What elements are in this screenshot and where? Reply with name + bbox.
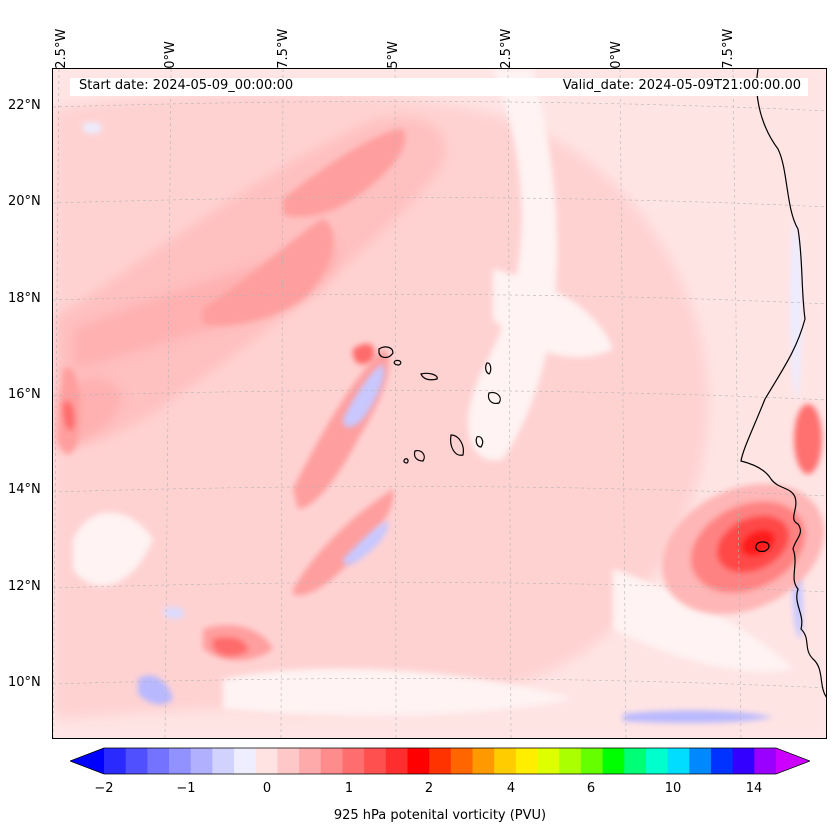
colorbar-segment — [212, 748, 235, 774]
colorbar-segment — [710, 748, 734, 774]
lat-label-18n: 18°N — [8, 291, 41, 306]
colorbar-tick: 4 — [506, 781, 516, 796]
colorbar-tick: 0 — [262, 781, 272, 796]
island-fogo — [413, 450, 425, 462]
graticule — [53, 69, 826, 738]
colorbar-outline — [70, 747, 810, 775]
colorbar-segment — [472, 748, 495, 774]
west-africa-coastline — [740, 69, 826, 698]
island-sal — [485, 362, 492, 375]
lat-label-12n: 12°N — [8, 579, 41, 594]
colorbar-segment — [515, 748, 539, 774]
colorbar-segment — [104, 748, 127, 774]
colorbar-extend-max — [776, 748, 810, 774]
pv-filaments-strong — [63, 343, 375, 656]
colorbar-tick: 6 — [586, 781, 596, 796]
colorbar-segment — [342, 748, 365, 774]
colorbar-tick: −1 — [176, 781, 196, 796]
colorbar-tick: 14 — [745, 781, 763, 796]
colorbar-segment — [580, 748, 604, 774]
colorbar-tick: 2 — [424, 781, 434, 796]
colorbar-segment — [169, 748, 192, 774]
valid-date-label: Valid_date: 2024-05-09T21:00:00.00 — [562, 78, 801, 93]
colorbar-segment — [494, 748, 517, 774]
island-brava — [403, 458, 409, 464]
colorbar-segment — [537, 748, 560, 774]
colorbar-segment — [125, 748, 148, 774]
island-maio — [475, 436, 484, 448]
gambia-river-outline — [755, 541, 770, 552]
colorbar-tick: 10 — [664, 781, 682, 796]
map-panel[interactable] — [52, 68, 827, 739]
colorbar-segment — [190, 748, 213, 774]
island-santo-antao — [378, 346, 394, 359]
colorbar-segment — [364, 748, 387, 774]
colorbar-segment — [645, 748, 669, 774]
colorbar-segment — [667, 748, 690, 774]
colorbar-segment — [754, 748, 777, 774]
lat-label-14n: 14°N — [8, 482, 41, 497]
colorbar-segment — [689, 748, 712, 774]
lat-label-20n: 20°N — [8, 194, 41, 209]
colorbar-segment — [602, 748, 625, 774]
colorbar-segment — [277, 748, 300, 774]
colorbar-segment — [147, 748, 170, 774]
pv-negative-streaks — [82, 122, 803, 723]
colorbar-segment — [559, 748, 582, 774]
colorbar-label: 925 hPa potenital vorticity (PVU) — [333, 808, 547, 823]
lat-label-16n: 16°N — [8, 387, 41, 402]
colorbar-segment — [429, 748, 452, 774]
island-sao-vicente — [393, 359, 402, 366]
lat-label-22n: 22°N — [8, 98, 41, 113]
colorbar — [70, 747, 810, 775]
colorbar-segment — [299, 748, 322, 774]
colorbar-tick: 1 — [344, 781, 354, 796]
colorbar-extend-min — [70, 748, 104, 774]
island-sao-nicolau — [420, 372, 438, 381]
colorbar-segment — [255, 748, 278, 774]
colorbar-segment — [732, 748, 755, 774]
pv-contour-map — [53, 69, 826, 738]
colorbar-segment — [320, 748, 343, 774]
colorbar-segment — [234, 748, 257, 774]
lat-label-10n: 10°N — [8, 675, 41, 690]
colorbar-segment — [407, 748, 430, 774]
coastlines — [378, 69, 826, 698]
header-bar — [70, 78, 808, 96]
pv-maximum-coastal — [661, 404, 825, 615]
island-boa-vista — [487, 392, 501, 404]
start-date-label: Start date: 2024-05-09_00:00:00 — [79, 78, 294, 93]
pv-field-neutral — [73, 69, 793, 716]
colorbar-segment — [624, 748, 647, 774]
island-santiago — [450, 434, 464, 456]
colorbar-segment — [385, 748, 408, 774]
colorbar-segment — [450, 748, 474, 774]
colorbar-tick: −2 — [94, 781, 114, 796]
